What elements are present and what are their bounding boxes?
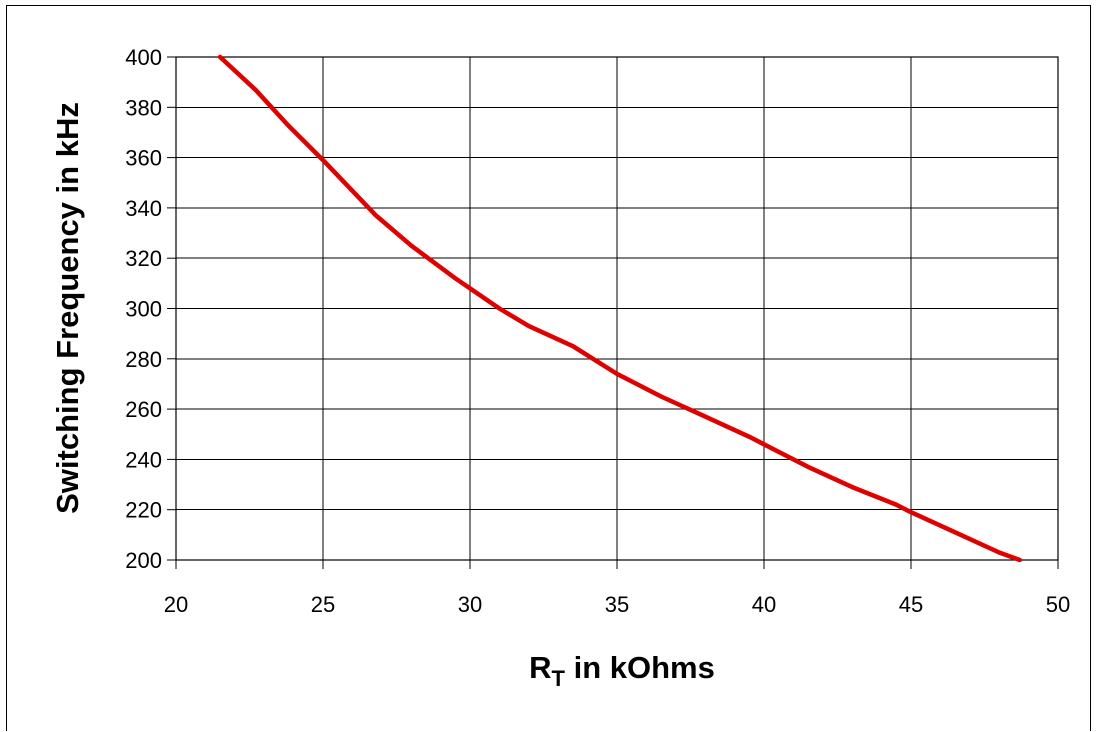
x-tick-label: 35 <box>605 592 629 617</box>
x-axis-ticks: 20 25 30 35 40 45 50 <box>164 560 1070 617</box>
y-tick-label: 200 <box>125 548 162 573</box>
x-tick-label: 45 <box>899 592 923 617</box>
x-tick-label: 25 <box>311 592 335 617</box>
x-tick-label: 20 <box>164 592 188 617</box>
y-tick-label: 320 <box>125 246 162 271</box>
y-tick-label: 240 <box>125 447 162 472</box>
x-axis-title: RT in kOhms <box>529 650 715 691</box>
x-axis-title-subscript: T <box>552 666 566 691</box>
y-tick-label: 220 <box>125 498 162 523</box>
y-axis-title: Switching Frequency in kHz <box>50 102 85 514</box>
grid <box>175 56 1059 561</box>
series <box>217 54 1023 563</box>
x-tick-label: 50 <box>1046 592 1070 617</box>
y-tick-label: 340 <box>125 196 162 221</box>
y-tick-label: 300 <box>125 297 162 322</box>
frequency-line <box>217 54 1023 563</box>
y-tick-label: 260 <box>125 397 162 422</box>
x-axis-title-rest: in kOhms <box>565 650 715 685</box>
y-tick-label: 280 <box>125 347 162 372</box>
y-tick-label: 400 <box>125 45 162 70</box>
y-tick-label: 380 <box>125 95 162 120</box>
x-axis-title-main: R <box>529 650 551 685</box>
x-tick-label: 40 <box>752 592 776 617</box>
x-tick-label: 30 <box>458 592 482 617</box>
y-axis-ticks: 400 380 360 340 320 300 280 260 240 220 200 <box>125 45 176 573</box>
y-tick-label: 360 <box>125 146 162 171</box>
chart-frame <box>6 5 1091 731</box>
